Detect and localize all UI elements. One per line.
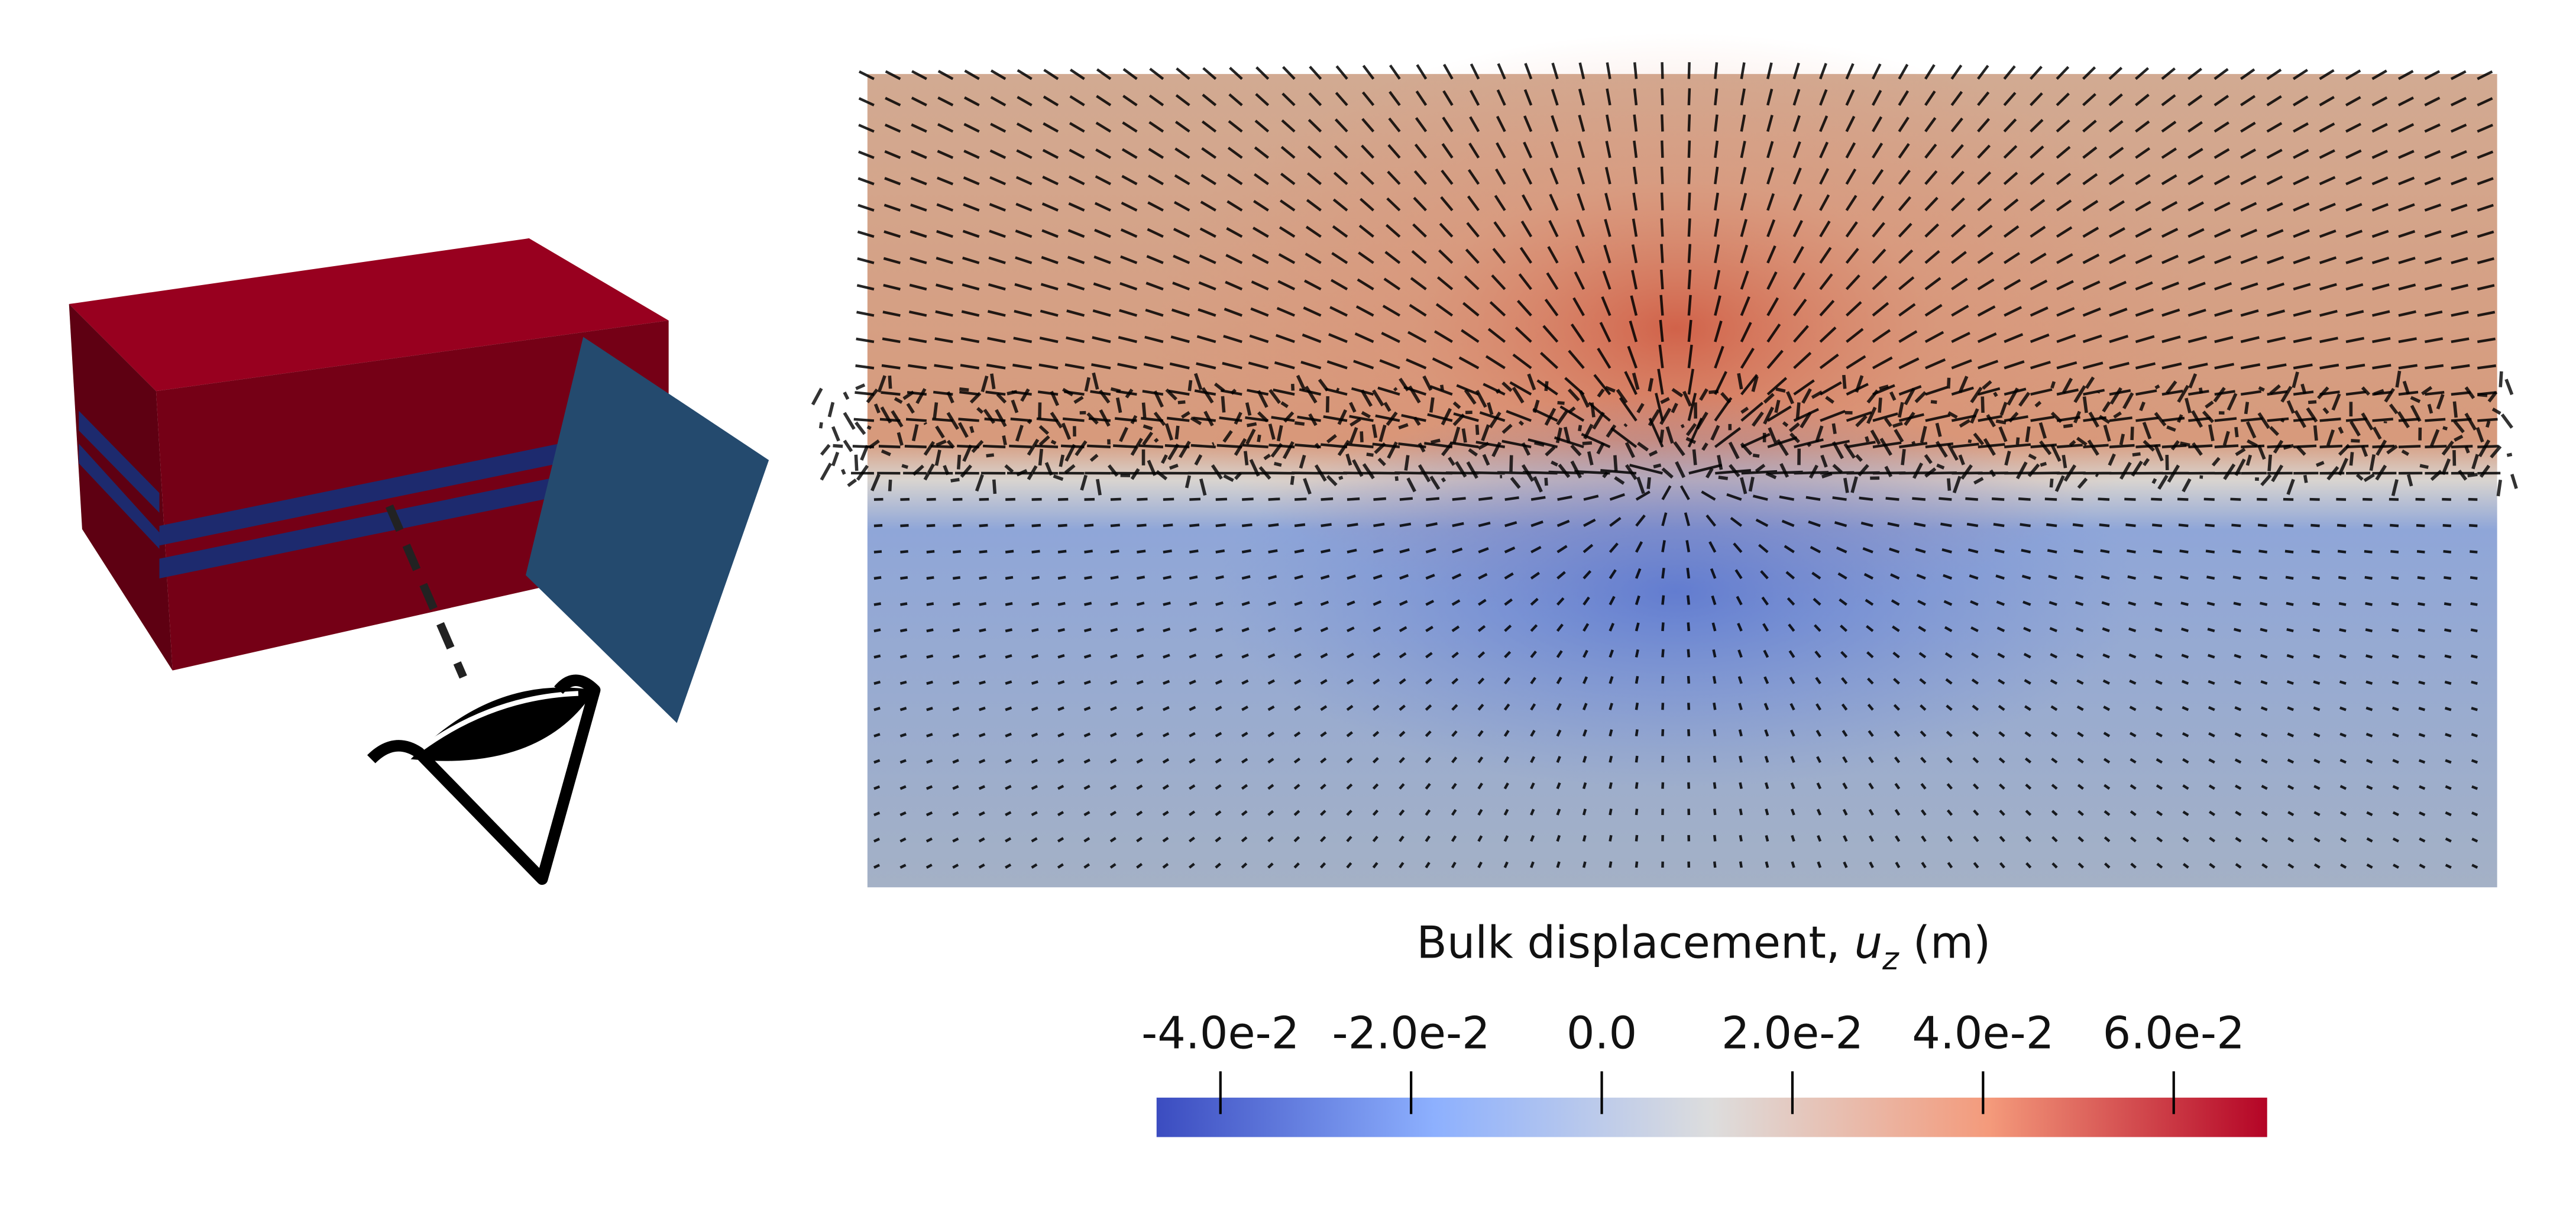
layer bbox=[79, 410, 160, 513]
sight-line bbox=[386, 504, 467, 679]
colorbar-gradient bbox=[1156, 1097, 2267, 1137]
tick-label: 6.0e-2 bbox=[2103, 1007, 2245, 1059]
arrow-lines bbox=[851, 62, 2501, 869]
tick-label: 0.0 bbox=[1567, 1007, 1637, 1059]
title-symbol: u bbox=[1855, 917, 1883, 969]
field-highlight bbox=[1215, 394, 2136, 789]
box-side bbox=[69, 304, 173, 671]
schematic bbox=[69, 238, 769, 885]
colorbar-title: Bulk displacement, uz (m) bbox=[1416, 917, 1991, 977]
eye bbox=[410, 687, 595, 761]
title-unit: (m) bbox=[1899, 917, 1991, 969]
layer bbox=[159, 440, 575, 546]
eye-frame bbox=[367, 674, 601, 885]
tick-label: 2.0e-2 bbox=[1721, 1007, 1863, 1059]
arrow-band bbox=[811, 370, 2518, 497]
tick-label: 4.0e-2 bbox=[1912, 1007, 2054, 1059]
title-subscript: z bbox=[1882, 941, 1899, 977]
tick-label: -2.0e-2 bbox=[1332, 1007, 1490, 1059]
section-plane bbox=[525, 337, 769, 723]
title-text: Bulk displacement, bbox=[1416, 917, 1854, 969]
tick-label: -4.0e-2 bbox=[1141, 1007, 1299, 1059]
box-top bbox=[69, 238, 669, 392]
eye-lid bbox=[419, 691, 579, 752]
layer bbox=[79, 444, 160, 549]
colorbar: -4.0e-2 -2.0e-2 0.0 2.0e-2 4.0e-2 6.0e-2 bbox=[1141, 1007, 2267, 1137]
layer bbox=[159, 473, 575, 578]
vector-arrows bbox=[811, 62, 2518, 869]
field bbox=[811, 33, 2518, 888]
